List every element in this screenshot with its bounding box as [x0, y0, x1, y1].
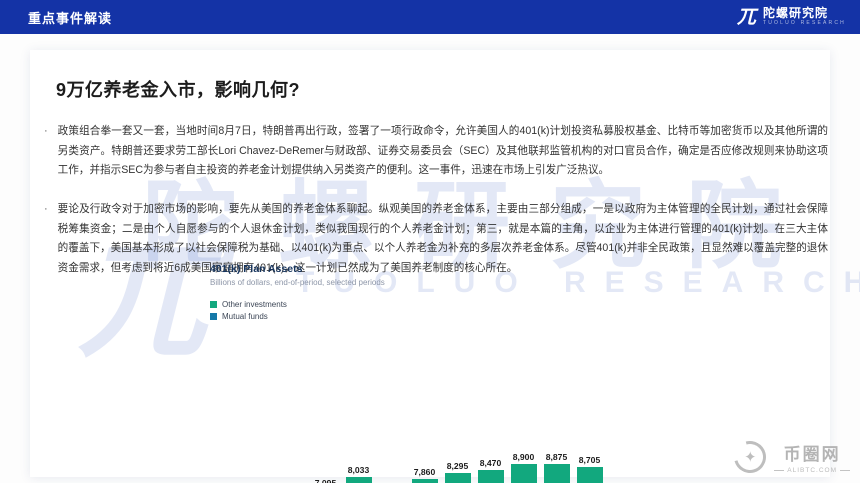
biquanwang-watermark: ✦ 币圈网 ALIBTC.COM: [728, 435, 850, 479]
page-title: 9万亿养老金入市，影响几何?: [56, 80, 301, 100]
bar-2024-Q4: 8,8753,3485,527: [540, 452, 573, 483]
bullet-text-2: 要论及行政令对于加密市场的影响，要先从美国的养老金体系聊起。纵观美国的养老金体系…: [57, 203, 828, 274]
chart-subtitle: Billions of dollars, end-of-period, sele…: [210, 278, 385, 287]
brand-name: 币圈网: [783, 445, 841, 464]
bar-2023: 7,8602,8834,977: [408, 467, 441, 483]
bar-2024-Q2: 8,4703,1055,365: [474, 458, 507, 483]
bar-total-label: 8,900: [512, 452, 535, 462]
bar-total-label: 8,033: [347, 464, 370, 475]
bar-total-label: 8,295: [446, 460, 469, 471]
bar-plot: 1,7389088303,1191,2821,8364,3771,5762,80…: [210, 452, 606, 483]
segment-other-investments: 2,883: [411, 479, 438, 483]
legend-item-other-investments: Other investments: [210, 300, 630, 309]
bullet-marker: ·: [44, 203, 48, 215]
bullet-paragraph-2: · 要论及行政令对于加密市场的影响，要先从美国的养老金体系聊起。纵观美国的养老金…: [44, 200, 828, 278]
tuoluo-logo: 兀 陀螺研究院 TUOLUO RESEARCH: [736, 6, 846, 28]
section-title: 重点事件解读: [28, 10, 113, 26]
legend-swatch-blue: [210, 313, 217, 320]
bar-2021: 8,0332,8985,135: [342, 465, 375, 483]
tuoluo-logo-icon: 兀: [736, 6, 756, 28]
401k-assets-chart: 401(k) Plan Assets Billions of dollars, …: [210, 263, 630, 483]
logo-subtitle: TUOLUO RESEARCH: [762, 20, 846, 27]
header-bar: 重点事件解读 兀 陀螺研究院 TUOLUO RESEARCH: [0, 0, 860, 34]
bar-2024-Q3: 8,9003,2725,628: [507, 452, 540, 483]
chart-legend: Other investments Mutual funds: [210, 300, 630, 321]
bullet-marker: ·: [44, 125, 48, 137]
bar-total-label: 8,875: [545, 452, 568, 463]
bar-2020: 7,0952,5444,550: [309, 478, 342, 483]
segment-other-investments: 3,272: [510, 464, 537, 483]
chart-title: 401(k) Plan Assets: [210, 263, 303, 275]
logo-name: 陀螺研究院: [762, 6, 828, 21]
bar-2024-Q1: 8,2953,0015,294: [441, 461, 474, 483]
brand-domain: ALIBTC.COM: [774, 467, 850, 474]
content-card: [30, 50, 830, 477]
bar-2025-Q1: 8,7053,3645,341: [573, 455, 606, 483]
bar-total-label: 7,860: [413, 467, 436, 478]
star-icon: ✦: [743, 449, 757, 466]
segment-other-investments: 2,898: [345, 476, 372, 483]
segment-other-investments: 3,364: [576, 466, 603, 483]
bullet-paragraph-1: · 政策组合拳一套又一套，当地时间8月7日，特朗普再出行政，签署了一项行政命令，…: [44, 122, 828, 181]
bar-total-label: 7,095: [315, 478, 337, 483]
bullet-text-1: 政策组合拳一套又一套，当地时间8月7日，特朗普再出行政，签署了一项行政命令，允许…: [57, 125, 828, 176]
bar-total-label: 8,705: [578, 454, 601, 465]
segment-other-investments: 3,348: [543, 464, 570, 483]
segment-other-investments: 3,105: [477, 470, 504, 483]
segment-other-investments: 3,001: [444, 472, 471, 483]
legend-swatch-green: [210, 301, 217, 308]
biquanwang-logo-icon: ✦: [728, 435, 773, 479]
legend-item-mutual-funds: Mutual funds: [210, 312, 630, 321]
bar-total-label: 8,470: [479, 458, 502, 469]
